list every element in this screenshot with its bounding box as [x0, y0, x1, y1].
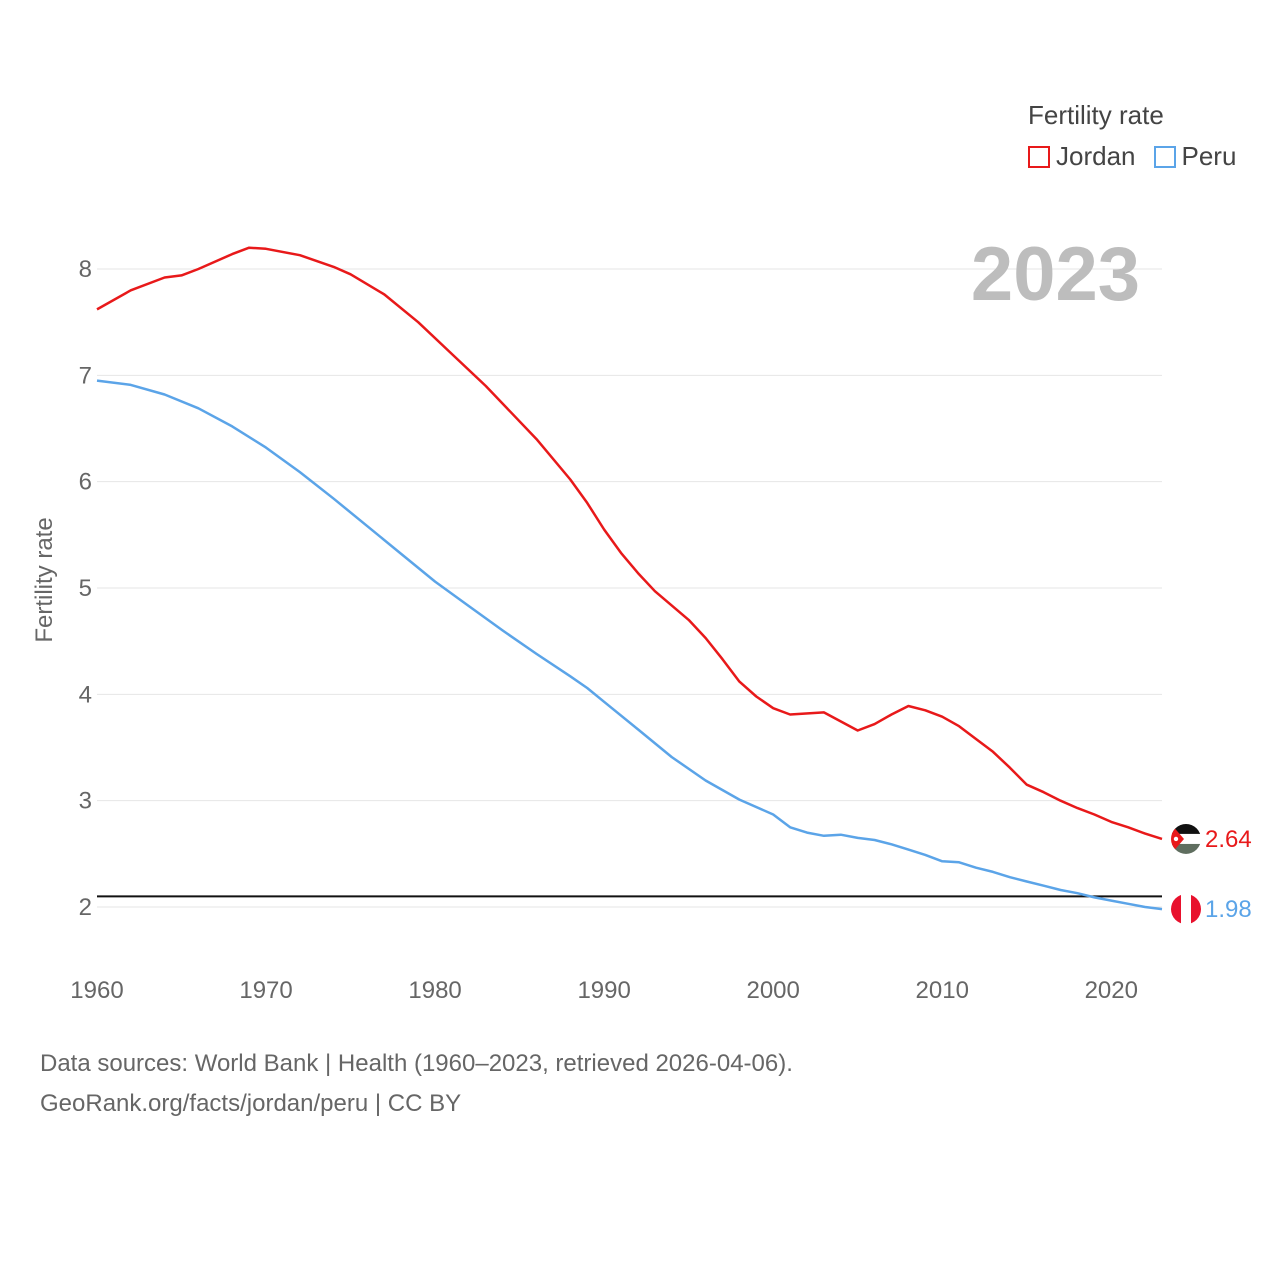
- y-tick-4: 4: [79, 681, 92, 708]
- flag-jordan-icon: [1171, 823, 1201, 854]
- data-source-text: Data sources: World Bank | Health (1960–…: [40, 1050, 793, 1077]
- x-tick-2020: 2020: [1085, 977, 1138, 1004]
- legend-title: Fertility rate: [1028, 100, 1164, 130]
- x-tick-2010: 2010: [916, 977, 969, 1004]
- x-tick-1980: 1980: [408, 977, 461, 1004]
- flag-stripe-black: [1171, 823, 1201, 834]
- flag-band-red-right: [1191, 894, 1201, 925]
- year-mark: 2023: [971, 232, 1140, 317]
- x-tick-2000: 2000: [746, 977, 799, 1004]
- y-tick-3: 3: [79, 788, 92, 815]
- flag-peru-icon: [1171, 894, 1201, 925]
- gridlines: [97, 268, 1162, 908]
- attribution-text: GeoRank.org/facts/jordan/peru | CC BY: [40, 1090, 462, 1117]
- flag-stripe-green: [1171, 843, 1201, 854]
- end-markers: 2.64 1.98: [1171, 823, 1252, 925]
- y-tick-7: 7: [79, 362, 92, 389]
- end-label-peru: 1.98: [1205, 896, 1252, 923]
- legend-label-jordan: Jordan: [1056, 141, 1136, 171]
- flag-star-white: [1173, 836, 1179, 842]
- y-axis-label: Fertility rate: [31, 517, 58, 642]
- series-line-jordan: [96, 246, 1163, 841]
- end-marker-jordan: [1171, 823, 1201, 854]
- x-axis-ticks: 1960 1970 1980 1990 2000 2010 2020: [70, 977, 1138, 1004]
- legend-item-peru[interactable]: Peru: [1153, 141, 1237, 172]
- y-tick-5: 5: [79, 575, 92, 602]
- x-tick-1970: 1970: [239, 977, 292, 1004]
- footer: Data sources: World Bank | Health (1960–…: [40, 1044, 793, 1124]
- y-tick-6: 6: [79, 469, 92, 496]
- flag-stripe-white: [1171, 833, 1201, 844]
- series-line-peru: [96, 379, 1163, 911]
- legend-label-peru: Peru: [1181, 141, 1237, 171]
- x-tick-1990: 1990: [577, 977, 630, 1004]
- legend-swatch-jordan: [1028, 145, 1050, 168]
- y-tick-8: 8: [79, 256, 92, 283]
- series-lines: [96, 246, 1163, 911]
- flag-band-white: [1181, 894, 1191, 925]
- legend-swatch-peru: [1153, 145, 1176, 168]
- legend: Fertility rate Jordan Peru: [1028, 100, 1236, 172]
- end-label-jordan: 2.64: [1205, 826, 1252, 853]
- legend-item-jordan[interactable]: Jordan: [1028, 141, 1136, 172]
- end-marker-peru: [1171, 894, 1201, 925]
- x-tick-1960: 1960: [70, 977, 123, 1004]
- flag-band-red-left: [1171, 894, 1181, 925]
- y-tick-2: 2: [79, 894, 92, 921]
- y-axis-ticks: 2 3 4 5 6 7 8: [79, 256, 92, 921]
